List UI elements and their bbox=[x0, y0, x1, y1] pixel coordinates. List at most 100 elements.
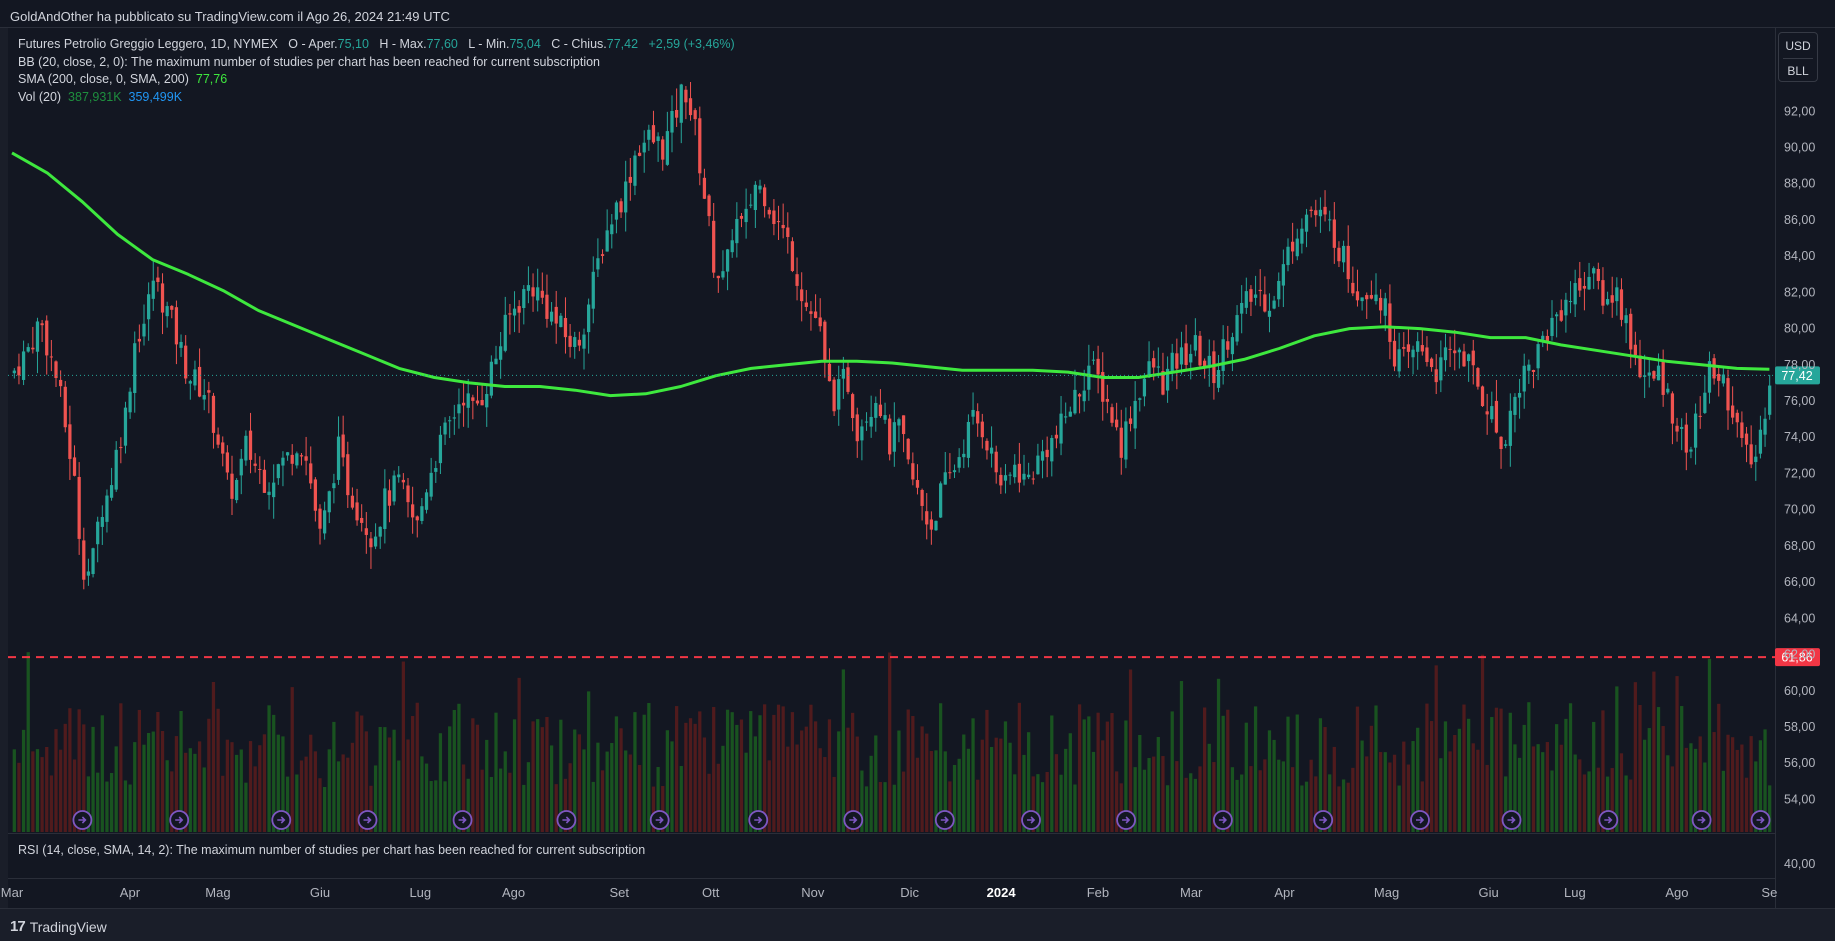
candle-body bbox=[1527, 364, 1531, 371]
volume-bar bbox=[767, 760, 771, 832]
volume-bar bbox=[160, 730, 165, 832]
volume-bar bbox=[1582, 774, 1587, 832]
candle-body bbox=[568, 335, 572, 347]
volume-bar bbox=[1142, 769, 1147, 832]
price-chart[interactable]: 77,42 61,86 54,00 56,00 58,00 60,00 62,00 64,0… bbox=[0, 0, 1835, 908]
candle-body bbox=[17, 366, 21, 376]
candle-body bbox=[499, 346, 503, 360]
volume-bar bbox=[68, 708, 72, 832]
volume-bar bbox=[387, 737, 392, 832]
volume-bar bbox=[688, 718, 693, 832]
candle-body bbox=[1286, 246, 1290, 266]
price-tick-label: 64,00 bbox=[1784, 611, 1815, 625]
time-tick-label: Feb bbox=[1087, 885, 1109, 900]
candle-body bbox=[1592, 268, 1596, 274]
volume-bar bbox=[795, 744, 799, 832]
legend-bb-row[interactable]: BB (20, close, 2, 0): The maximum number… bbox=[18, 54, 600, 69]
volume-bar bbox=[846, 727, 850, 832]
currency-label[interactable]: USD bbox=[1785, 39, 1811, 53]
price-tick-label: 66,00 bbox=[1784, 575, 1815, 589]
candle-body bbox=[1253, 294, 1258, 298]
chart-legend[interactable]: Futures Petrolio Greggio Leggero, 1D, NY… bbox=[18, 36, 735, 106]
volume-bar bbox=[31, 751, 35, 832]
event-arrow-icon bbox=[940, 816, 949, 824]
legend-sma-row[interactable]: SMA (200, close, 0, SMA, 200) 77,76 bbox=[18, 71, 735, 89]
main-pane bbox=[8, 28, 1775, 833]
candle-body bbox=[563, 317, 568, 338]
candle-body bbox=[197, 366, 202, 397]
volume-bar bbox=[855, 736, 859, 832]
price-scale-unit[interactable]: USD BLL bbox=[1778, 32, 1818, 82]
candle-body bbox=[1453, 350, 1457, 354]
volume-bar bbox=[939, 703, 943, 832]
candle-body bbox=[1392, 340, 1397, 367]
unit-label[interactable]: BLL bbox=[1787, 64, 1809, 78]
candle-body bbox=[855, 414, 859, 442]
legend-vol-row[interactable]: Vol (20) 387,931K 359,499K bbox=[18, 89, 735, 107]
volume-bar bbox=[591, 781, 595, 832]
event-arrow-icon bbox=[562, 816, 571, 824]
volume-bar bbox=[1689, 743, 1693, 832]
candle-body bbox=[929, 519, 933, 530]
volume-bar bbox=[892, 784, 896, 832]
candle-body bbox=[758, 185, 762, 190]
volume-bar bbox=[790, 712, 795, 832]
volume-bar bbox=[577, 734, 581, 832]
candle-body bbox=[91, 548, 95, 575]
candle-body bbox=[378, 526, 382, 537]
volume-bar bbox=[1003, 721, 1008, 832]
candle-body bbox=[957, 457, 961, 468]
event-arrow-icon bbox=[458, 816, 467, 824]
candle-body bbox=[26, 347, 30, 352]
change-value: +2,59 (+3,46%) bbox=[648, 37, 735, 51]
candle-body bbox=[781, 224, 785, 229]
volume-bar bbox=[827, 719, 832, 832]
candle-body bbox=[1314, 210, 1318, 216]
price-tick-label: 74,00 bbox=[1784, 430, 1815, 444]
candle-body bbox=[939, 483, 943, 518]
volume-bar bbox=[1184, 777, 1188, 832]
volume-bar bbox=[1369, 725, 1373, 832]
candle-body bbox=[587, 304, 591, 333]
candle-body bbox=[1698, 415, 1702, 417]
candle-body bbox=[1726, 378, 1730, 411]
candle-body bbox=[517, 306, 521, 313]
volume-bar bbox=[915, 757, 920, 832]
volume-bar bbox=[1555, 724, 1559, 832]
volume-bar bbox=[568, 763, 572, 832]
candle-body bbox=[415, 516, 419, 521]
candle-body bbox=[1036, 455, 1040, 475]
price-tick-label: 54,00 bbox=[1784, 792, 1815, 806]
legend-symbol-row[interactable]: Futures Petrolio Greggio Leggero, 1D, NY… bbox=[18, 36, 735, 54]
rsi-legend[interactable]: RSI (14, close, SMA, 14, 2): The maximum… bbox=[18, 843, 646, 857]
candle-body bbox=[800, 289, 804, 302]
candle-body bbox=[1022, 473, 1026, 480]
tradingview-brand[interactable]: 17 TradingView bbox=[10, 918, 107, 935]
volume-bar bbox=[448, 726, 452, 832]
candle-body bbox=[1661, 360, 1665, 395]
candle-body bbox=[1768, 385, 1772, 415]
candle-body bbox=[735, 218, 739, 244]
volume-bar bbox=[633, 712, 637, 832]
candle-body bbox=[989, 447, 994, 454]
candle-body bbox=[1045, 449, 1049, 458]
volume-bar bbox=[804, 726, 808, 832]
volume-bar bbox=[35, 749, 40, 832]
candle-body bbox=[239, 458, 243, 476]
volume-bar bbox=[299, 760, 304, 832]
volume-bar bbox=[929, 751, 933, 832]
candle-body bbox=[712, 220, 716, 273]
candle-body bbox=[114, 449, 118, 490]
candle-body bbox=[105, 495, 109, 522]
volume-bar bbox=[147, 733, 151, 832]
volume-bar bbox=[1337, 786, 1341, 832]
volume-bar bbox=[1351, 767, 1355, 832]
volume-bar bbox=[1119, 783, 1123, 832]
volume-bar bbox=[355, 711, 359, 832]
candle-body bbox=[1610, 295, 1614, 303]
candle-body bbox=[915, 480, 920, 488]
volume-bar bbox=[174, 736, 179, 832]
candle-body bbox=[397, 474, 401, 478]
volume-bar bbox=[1684, 747, 1688, 832]
candle-body bbox=[948, 472, 952, 474]
